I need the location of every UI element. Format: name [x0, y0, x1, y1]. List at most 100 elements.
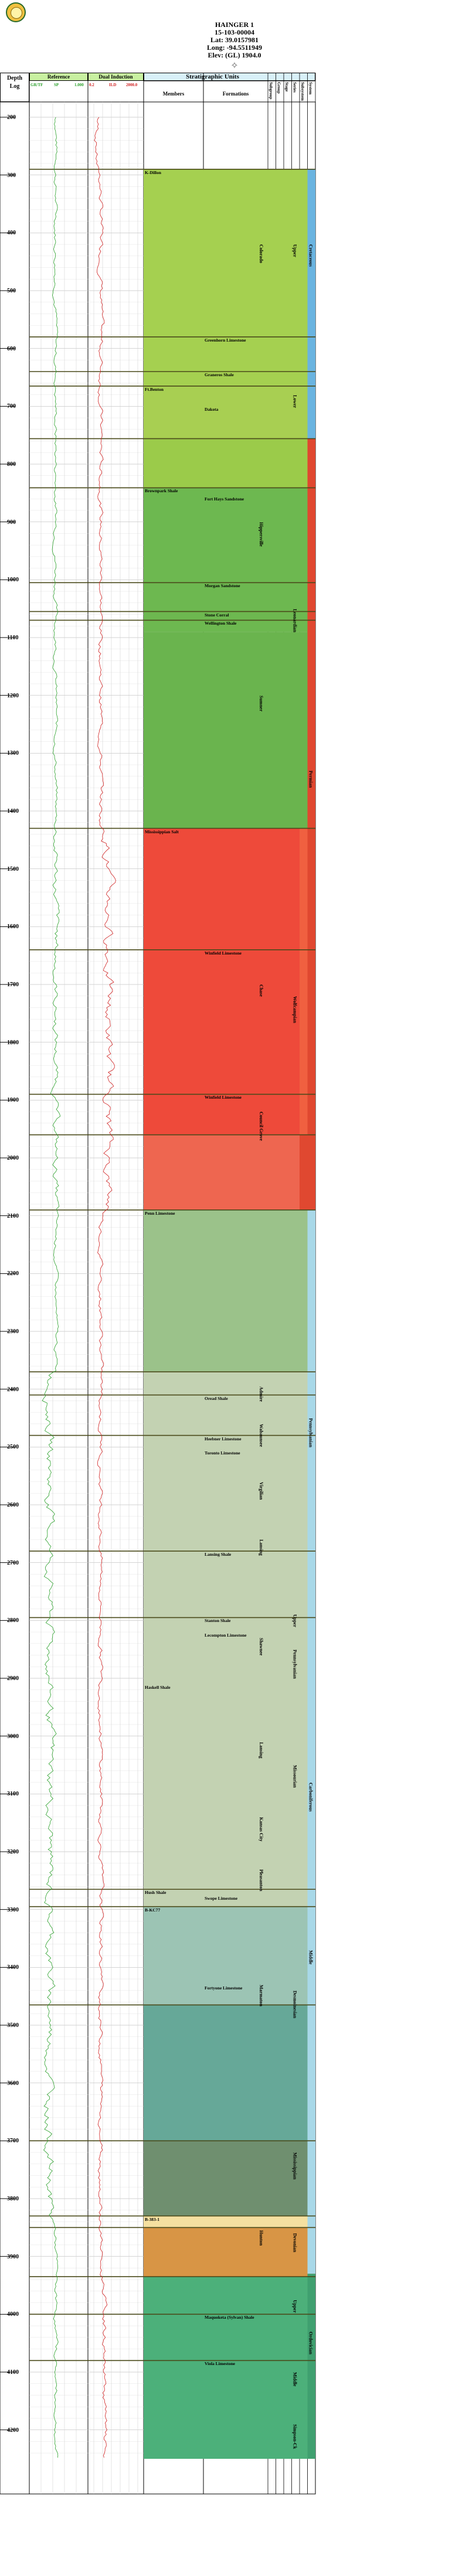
system-band	[307, 438, 315, 829]
depth-label: 1000	[7, 577, 19, 584]
member-label: Winfield Limestone	[205, 950, 242, 956]
depth-label: 2900	[7, 1675, 19, 1682]
vertical-unit-label: Pennsylvanian	[308, 1418, 314, 1447]
narrow-header-subgroup: Subgroup	[269, 82, 273, 100]
vertical-unit-label: Lower	[292, 394, 298, 408]
member-label: Fortyone Limestone	[205, 1985, 243, 1991]
depth-top-label: 200	[7, 114, 16, 121]
depth-label: 3000	[7, 1733, 19, 1740]
member-label: Stanton Shale	[205, 1618, 231, 1624]
strat-band	[144, 2227, 315, 2277]
strat-band	[144, 1906, 315, 2005]
member-label: Lecompton Limestone	[205, 1633, 247, 1638]
induction-scale-left: 0.2	[89, 83, 94, 87]
depth-label: 1300	[7, 750, 19, 757]
depth-label: 2300	[7, 1328, 19, 1335]
member-label: Winfield Limestone	[205, 1095, 242, 1100]
strat-band	[144, 632, 315, 829]
vertical-unit-label: Upper	[292, 1614, 298, 1628]
depth-label: 1100	[7, 635, 19, 641]
well-symbol-icon: ✧	[230, 61, 239, 71]
member-label: Toronto Limestone	[205, 1450, 240, 1456]
vertical-unit-label: Upper	[292, 244, 298, 257]
depth-label: 4200	[7, 2427, 19, 2434]
vertical-unit-label: Middle	[308, 1950, 314, 1965]
reference-scale-mid: SP	[54, 83, 59, 87]
vertical-unit-label: Leonardian	[292, 608, 298, 632]
member-label: Dakota	[205, 407, 219, 413]
depth-label: 2100	[7, 1212, 19, 1219]
depth-label: 800	[7, 461, 16, 468]
strat-band	[144, 2216, 315, 2228]
depth-label: 900	[7, 519, 16, 526]
strat-band	[144, 2277, 315, 2459]
vertical-unit-label: Permian	[308, 770, 314, 788]
depth-label: 1800	[7, 1039, 19, 1046]
vertical-unit-label: Missourian	[292, 1765, 298, 1788]
subsystem-band	[300, 828, 308, 1135]
member-label: Lansing Shale	[205, 1551, 232, 1557]
depth-label: 1200	[7, 692, 19, 699]
depth-label: 3300	[7, 1906, 19, 1913]
gamma-ray-curve	[42, 117, 61, 2458]
depth-label: 400	[7, 230, 16, 237]
member-label: Maquoketa (Sylvan) Shale	[205, 2315, 254, 2321]
member-label: Oread Shale	[205, 1395, 228, 1401]
strat-band	[144, 1134, 315, 1210]
depth-label: 3800	[7, 2196, 19, 2202]
vertical-unit-label: Lansing	[259, 1539, 264, 1556]
depth-label: 4000	[7, 2311, 19, 2318]
member-label: Swope Limestone	[205, 1896, 238, 1901]
vertical-unit-label: Council Grove	[259, 1112, 264, 1141]
unit-label: Penn Limestone	[145, 1210, 175, 1216]
depth-label: 3600	[7, 2080, 19, 2087]
depth-label: 500	[7, 288, 16, 294]
well-name: HAINGER 1	[215, 21, 254, 29]
formations-title: Formations	[222, 91, 249, 97]
log-header-title: Log	[9, 83, 20, 90]
strat-band	[144, 488, 315, 632]
well-elev: Elev: (GL) 1904.0	[208, 51, 261, 59]
vertical-unit-label: Sumner	[259, 695, 264, 711]
depth-label: 1600	[7, 924, 19, 931]
members-title: Members	[162, 91, 185, 97]
depth-label: 2000	[7, 1155, 19, 1161]
strat-band	[144, 828, 315, 1135]
vertical-unit-label: Upper	[292, 2299, 298, 2313]
vertical-unit-label: Desmoinesian	[292, 1990, 298, 2018]
induction-scale-mid: ILD	[109, 83, 117, 87]
depth-label: 4100	[7, 2369, 19, 2376]
depth-label: 700	[7, 403, 16, 410]
vertical-unit-label: Kansas City	[259, 1817, 264, 1842]
depth-label: 3400	[7, 1964, 19, 1971]
depth-label: 1700	[7, 982, 19, 988]
vertical-unit-label: Shawnee	[259, 1637, 264, 1656]
depth-header-title: Depth	[6, 75, 23, 81]
ild-curve	[94, 117, 116, 2458]
unit-label: B-383-1	[145, 2216, 159, 2222]
member-label: Morgan Sandstone	[205, 583, 240, 589]
member-label: Graneros Shale	[205, 372, 234, 378]
member-label: Hush Shale	[145, 1890, 166, 1896]
well-api: 15-103-00004	[215, 28, 254, 36]
narrow-header-series: Series	[292, 82, 297, 93]
depth-label: 2400	[7, 1386, 19, 1393]
vertical-unit-label: Devonian	[292, 2233, 298, 2253]
system-band	[307, 1209, 315, 2274]
vertical-unit-label: Carboniferous	[308, 1782, 314, 1812]
strat-band	[144, 1209, 315, 1372]
reference-title: Reference	[47, 74, 70, 80]
vertical-unit-label: Chase	[259, 984, 264, 997]
vertical-unit-label: Simpson-Ck	[292, 2424, 298, 2449]
depth-label: 2200	[7, 1270, 19, 1277]
vertical-unit-label: Admire	[259, 1386, 264, 1402]
vertical-unit-label: Middle	[292, 2372, 298, 2387]
vertical-unit-label: Cretaceous	[308, 244, 314, 267]
depth-label: 1900	[7, 1097, 19, 1104]
depth-label: 3100	[7, 1791, 19, 1798]
narrow-header-subsystem: Subsystem	[300, 82, 305, 101]
logo-seal	[6, 2, 26, 22]
system-band	[307, 2274, 315, 2459]
strat-band	[144, 1372, 315, 1907]
unit-label: Ft.Benton	[145, 386, 164, 392]
